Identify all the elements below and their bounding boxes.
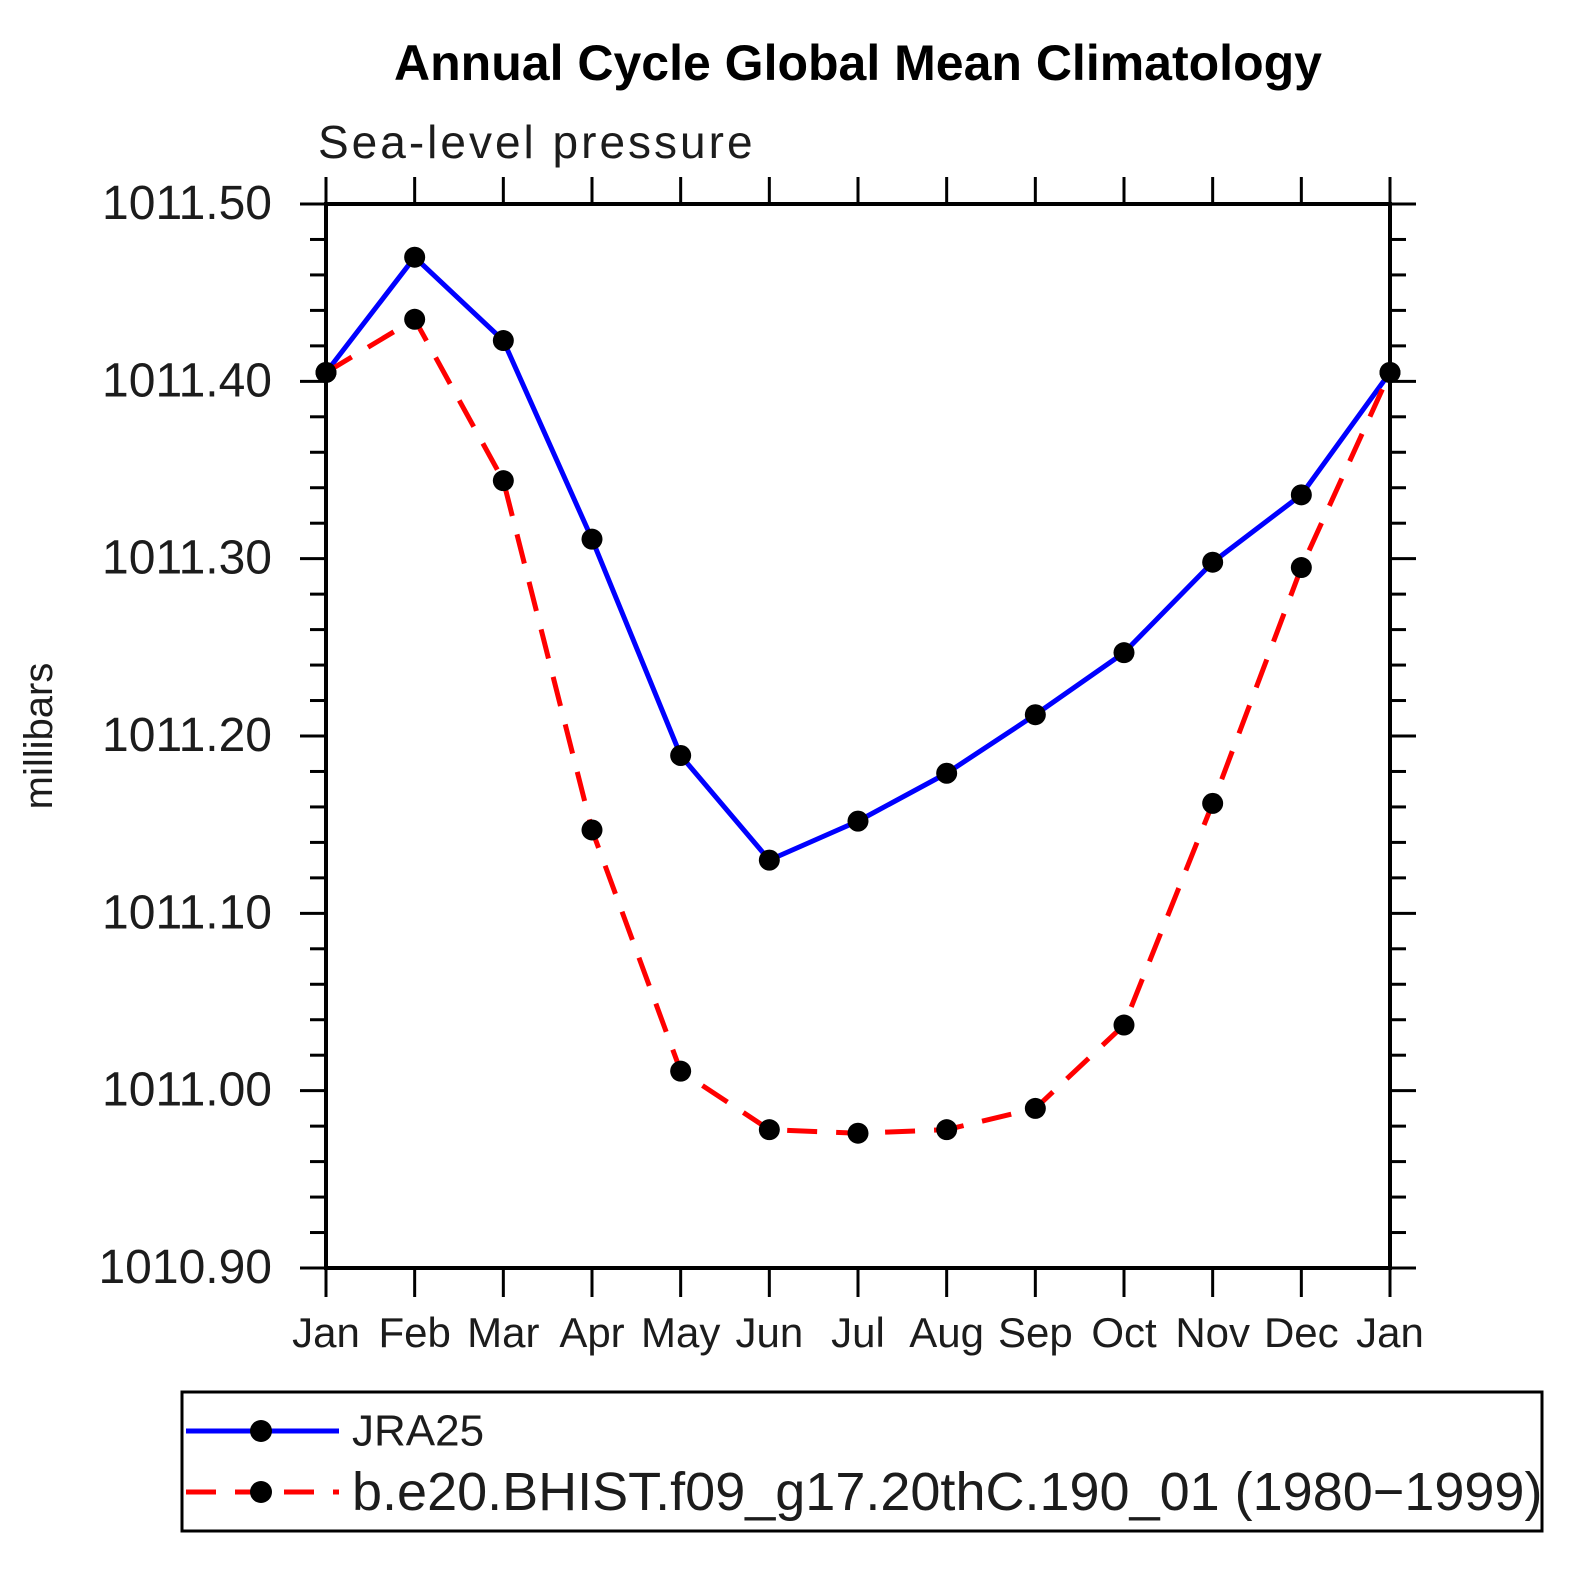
y-axis-right — [1390, 202, 1416, 1270]
chart-title: Annual Cycle Global Mean Climatology — [394, 35, 1322, 91]
data-point-marker — [1290, 484, 1312, 506]
series-model — [315, 308, 1401, 1144]
x-tick-label: Jul — [831, 1309, 885, 1356]
y-tick-label: 1010.90 — [98, 1241, 272, 1294]
x-axis-bottom — [324, 1268, 1392, 1297]
data-point-marker — [492, 330, 514, 352]
y-tick-label: 1011.20 — [102, 709, 272, 762]
x-tick-label: Dec — [1264, 1309, 1339, 1356]
legend-label: b.e20.BHIST.f09_g17.20thC.190_01 (1980−1… — [352, 1462, 1542, 1522]
data-point-marker — [670, 745, 692, 767]
data-point-marker — [404, 246, 426, 268]
data-point-marker — [1024, 704, 1046, 726]
data-point-marker — [1113, 1014, 1135, 1036]
x-tick-label: Oct — [1091, 1309, 1157, 1356]
data-point-marker — [1202, 551, 1224, 573]
legend-marker-sample — [250, 1481, 272, 1503]
data-point-marker — [847, 810, 869, 832]
data-point-marker — [492, 470, 514, 492]
y-tick-label: 1011.10 — [102, 886, 272, 939]
data-point-marker — [1202, 792, 1224, 814]
legend: JRA25 b.e20.BHIST.f09_g17.20thC.190_01 (1… — [180, 1390, 1544, 1533]
data-point-marker — [315, 361, 337, 383]
x-tick-label: Jan — [292, 1309, 360, 1356]
data-point-marker — [1379, 361, 1401, 383]
y-tick-label: 1011.00 — [102, 1064, 272, 1117]
y-tick-label: 1011.50 — [102, 177, 272, 230]
x-tick-label: Jun — [735, 1309, 803, 1356]
x-tick-label: Sep — [998, 1309, 1073, 1356]
data-point-marker — [1113, 642, 1135, 664]
data-point-marker — [581, 819, 603, 841]
x-tick-label: Feb — [378, 1309, 450, 1356]
x-tick-label: May — [641, 1309, 720, 1356]
data-point-marker — [404, 308, 426, 330]
data-point-marker — [1024, 1097, 1046, 1119]
y-axis-left — [300, 202, 326, 1270]
data-point-marker — [581, 528, 603, 550]
data-point-marker — [936, 762, 958, 784]
legend-marker-sample — [250, 1420, 272, 1442]
x-tick-label: Aug — [909, 1309, 984, 1356]
data-point-marker — [758, 849, 780, 871]
data-point-marker — [1290, 557, 1312, 579]
legend-label: JRA25 — [352, 1407, 484, 1456]
data-point-marker — [936, 1119, 958, 1141]
x-axis-top — [324, 177, 1392, 204]
data-point-marker — [847, 1122, 869, 1144]
chart-subtitle: Sea-level pressure — [318, 116, 756, 168]
data-point-marker — [670, 1060, 692, 1082]
y-tick-label: 1011.30 — [102, 532, 272, 585]
x-tick-label: Nov — [1175, 1309, 1250, 1356]
y-axis-title: millibars — [17, 663, 61, 810]
legend-box — [180, 1390, 1544, 1533]
x-tick-label: Mar — [467, 1309, 539, 1356]
y-tick-label: 1011.40 — [102, 354, 272, 407]
data-point-marker — [758, 1119, 780, 1141]
x-tick-label: Apr — [559, 1309, 624, 1356]
x-tick-label: Jan — [1356, 1309, 1424, 1356]
